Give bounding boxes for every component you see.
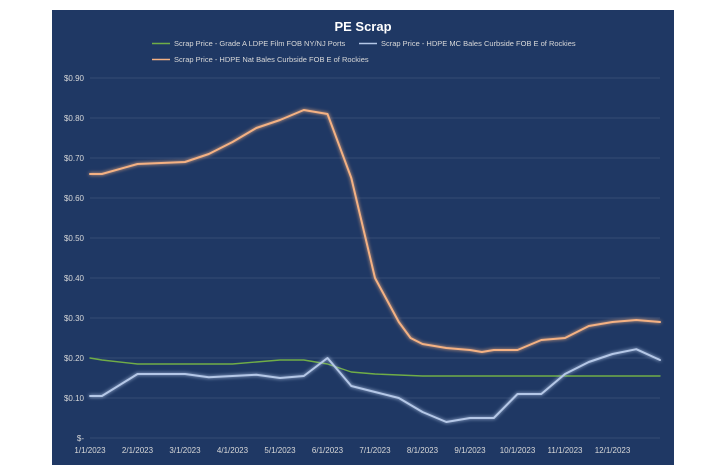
y-tick-label: $0.80	[64, 114, 85, 123]
chart-area: PE Scrap Scrap Price - Grade A LDPE Film…	[52, 10, 674, 465]
y-tick-label: $0.20	[64, 354, 85, 363]
x-tick-label: 8/1/2023	[407, 446, 439, 455]
x-tick-label: 5/1/2023	[264, 446, 296, 455]
legend: Scrap Price - Grade A LDPE Film FOB NY/N…	[152, 39, 576, 64]
gridlines	[90, 77, 660, 439]
legend-label: Scrap Price - HDPE MC Bales Curbside FOB…	[381, 39, 576, 48]
x-tick-label: 3/1/2023	[169, 446, 201, 455]
legend-label: Scrap Price - HDPE Nat Bales Curbside FO…	[174, 55, 369, 64]
y-tick-label: $0.10	[64, 394, 85, 403]
series-layer	[89, 109, 661, 423]
x-tick-label: 4/1/2023	[217, 446, 249, 455]
y-tick-label: $0.70	[64, 154, 85, 163]
x-tick-label: 2/1/2023	[122, 446, 154, 455]
x-tick-label: 9/1/2023	[454, 446, 486, 455]
series-line-3	[89, 109, 661, 353]
y-tick-label: $0.30	[64, 314, 85, 323]
series-line-1	[89, 357, 661, 377]
chart-title: PE Scrap	[334, 19, 391, 34]
y-tick-label: $0.40	[64, 274, 85, 283]
y-tick-label: $0.50	[64, 234, 85, 243]
y-tick-label: $0.90	[64, 74, 85, 83]
y-tick-label: $0.60	[64, 194, 85, 203]
x-axis: 1/1/2023 2/1/2023 3/1/2023 4/1/2023 5/1/2023…	[74, 446, 630, 455]
x-tick-label: 12/1/2023	[595, 446, 631, 455]
y-tick-label: $-	[77, 434, 84, 443]
y-axis: $- $0.10 $0.20 $0.30 $0.40 $0.50 $0.60 $0.70 $0.…	[64, 74, 85, 443]
x-tick-label: 1/1/2023	[74, 446, 106, 455]
x-tick-label: 10/1/2023	[500, 446, 536, 455]
series-line-2	[89, 348, 661, 423]
x-tick-label: 6/1/2023	[312, 446, 344, 455]
legend-label: Scrap Price - Grade A LDPE Film FOB NY/N…	[174, 39, 346, 48]
x-tick-label: 11/1/2023	[548, 446, 584, 455]
line-chart: PE Scrap Scrap Price - Grade A LDPE Film…	[64, 19, 661, 455]
x-tick-label: 7/1/2023	[359, 446, 391, 455]
